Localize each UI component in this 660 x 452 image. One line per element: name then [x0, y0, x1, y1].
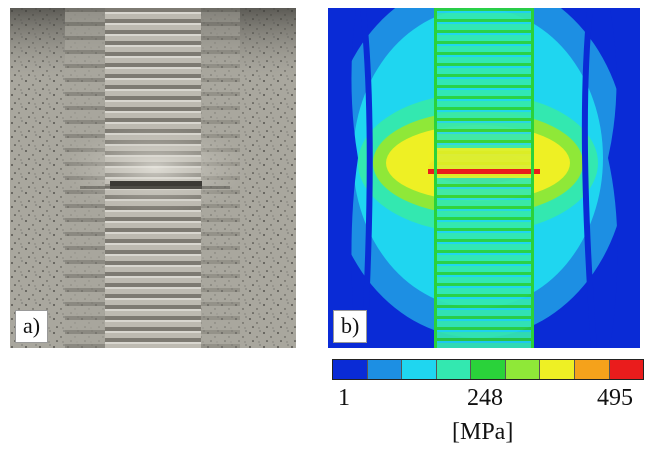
colorbar-segment — [402, 360, 437, 379]
specimen-photo — [10, 8, 296, 348]
colorbar-max-label: 495 — [597, 385, 633, 411]
colorbar-min-label: 1 — [338, 385, 350, 411]
colorbar-segment — [471, 360, 506, 379]
colorbar-segment — [436, 360, 472, 379]
colorbar-unit-label: [MPa] — [452, 419, 514, 445]
stress-contour-plot — [328, 8, 640, 348]
colorbar-segment — [574, 360, 610, 379]
colorbar-segment — [367, 360, 403, 379]
stress-colorbar — [332, 359, 644, 380]
stress-contour-panel: b) — [328, 8, 640, 348]
colorbar-segment — [609, 360, 644, 379]
panel-b-label: b) — [333, 310, 368, 343]
colorbar-mid-label: 248 — [467, 385, 503, 411]
colorbar-segment — [505, 360, 541, 379]
colorbar-segment — [333, 360, 368, 379]
specimen-photo-panel: a) — [10, 8, 296, 348]
colorbar-segment — [540, 360, 575, 379]
panel-a-label: a) — [15, 310, 49, 343]
